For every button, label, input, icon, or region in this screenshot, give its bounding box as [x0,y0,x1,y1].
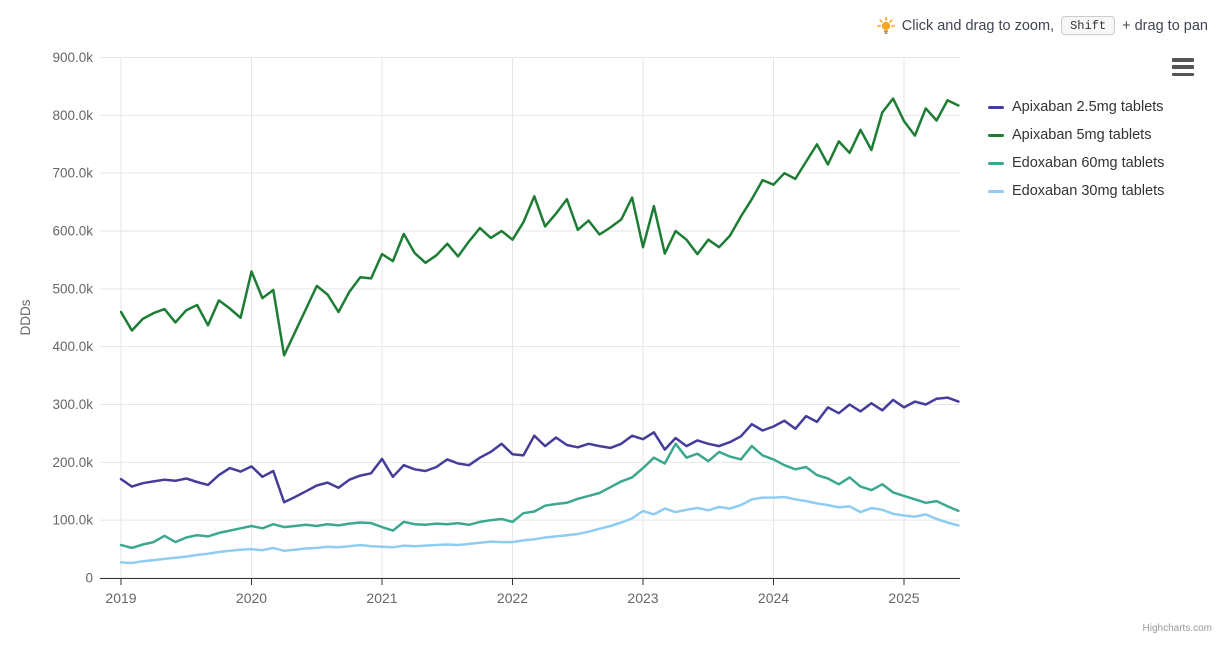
hint-text-before: Click and drag to zoom, [901,17,1055,34]
y-axis-label: 500.0k [52,281,93,296]
chart-legend: Apixaban 2.5mg tablets Apixaban 5mg table… [988,93,1164,205]
y-axis-label: 300.0k [52,397,93,412]
legend-item-edoxaban-60mg-tablets[interactable]: Edoxaban 60mg tablets [988,149,1164,177]
legend-item-edoxaban-30mg-tablets[interactable]: Edoxaban 30mg tablets [988,177,1164,205]
x-axis-label: 2023 [627,590,658,606]
legend-marker-icon [988,133,1004,137]
legend-label: Apixaban 5mg tablets [1012,127,1152,143]
shift-key-badge: Shift [1061,16,1116,35]
x-axis-label: 2022 [497,590,528,606]
y-axis-label: 100.0k [52,513,93,528]
x-axis-label: 2025 [888,590,919,606]
y-axis-label: 900.0k [52,50,93,65]
legend-label: Edoxaban 30mg tablets [1012,183,1165,199]
legend-label: Edoxaban 60mg tablets [1012,155,1165,171]
hint-text-after: + drag to pan [1122,17,1208,34]
highcharts-credits-link[interactable]: Highcharts.com [1142,623,1212,634]
series-line-apixaban-2-5mg-tablets [119,396,960,504]
x-axis-label: 2021 [366,590,397,606]
series-line-edoxaban-60mg-tablets [119,442,960,550]
legend-marker-icon [988,189,1004,193]
legend-marker-icon [988,105,1004,109]
plot-area[interactable] [100,57,960,578]
x-axis-label: 2020 [236,590,267,606]
legend-marker-icon [988,161,1004,165]
y-axis-label: 700.0k [52,166,93,181]
y-axis-label: 800.0k [52,108,93,123]
legend-item-apixaban-5mg-tablets[interactable]: Apixaban 5mg tablets [988,121,1164,149]
hamburger-menu-icon[interactable] [1170,56,1196,78]
y-axis-label: 600.0k [52,224,93,239]
y-axis-label: 200.0k [52,455,93,470]
lightbulb-icon [876,16,895,34]
y-axis-title: DDDs [18,299,33,335]
x-axis-label: 2019 [105,590,136,606]
y-axis-label: 0 [85,571,93,586]
legend-item-apixaban-2-5mg-tablets[interactable]: Apixaban 2.5mg tablets [988,93,1164,121]
zoom-pan-hint: Click and drag to zoom, Shift + drag to … [876,16,1208,35]
y-axis-label: 400.0k [52,339,93,354]
series-line-edoxaban-30mg-tablets [119,495,960,565]
x-axis-label: 2024 [758,590,789,606]
legend-label: Apixaban 2.5mg tablets [1012,99,1164,115]
series-line-apixaban-5mg-tablets [119,97,960,357]
